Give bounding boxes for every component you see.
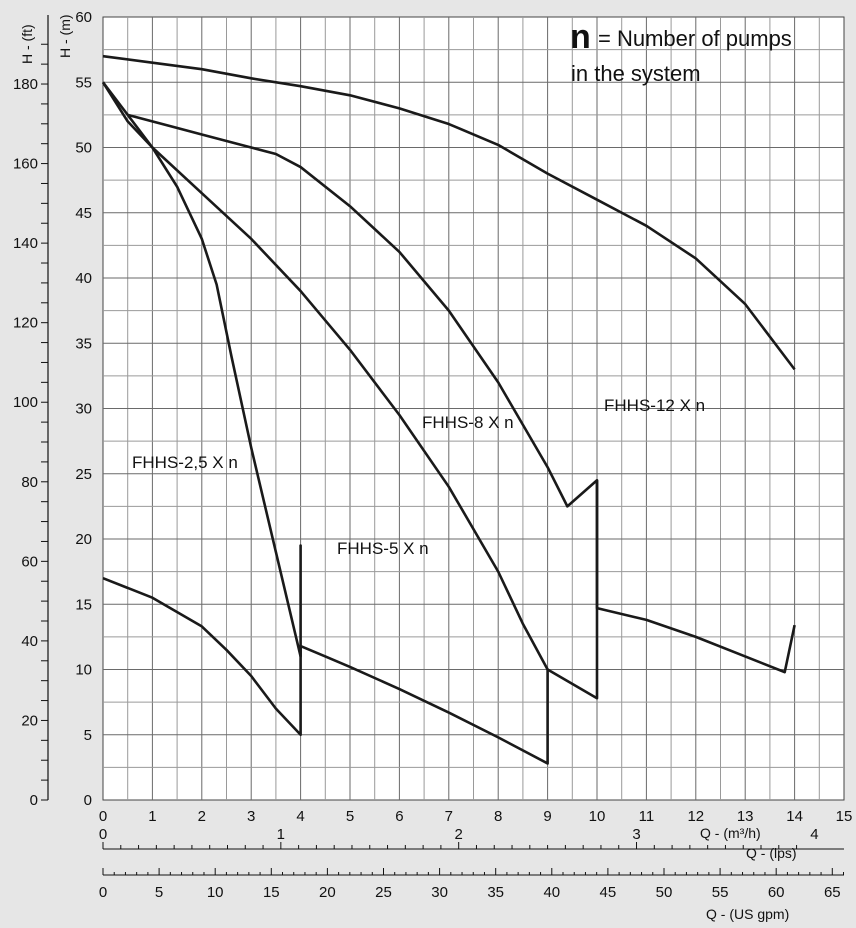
label-fhhs-8: FHHS-8 X n bbox=[422, 413, 514, 432]
y-tick-label-m: 0 bbox=[84, 792, 92, 809]
series-line-4 bbox=[102, 54, 796, 371]
y-tick-label-m: 40 bbox=[75, 270, 92, 287]
x-tick-label-m3h: 10 bbox=[589, 808, 606, 825]
y-tick-label-ft: 40 bbox=[21, 633, 38, 650]
x-axis-title-lps: Q - (lps) bbox=[746, 845, 797, 861]
x-tick-label-gpm: 65 bbox=[824, 884, 841, 901]
x-tick-label-gpm: 10 bbox=[207, 884, 224, 901]
x-tick-label-gpm: 5 bbox=[155, 884, 163, 901]
pump-curves bbox=[101, 54, 796, 765]
x-tick-label-m3h: 4 bbox=[296, 808, 304, 825]
note-line-2: in the system bbox=[571, 61, 701, 86]
x-tick-label-gpm: 55 bbox=[712, 884, 729, 901]
x-tick-label-m3h: 12 bbox=[687, 808, 704, 825]
x-tick-label-m3h: 9 bbox=[543, 808, 551, 825]
y-tick-label-ft: 0 bbox=[30, 792, 38, 809]
x-tick-label-lps: 0 bbox=[99, 826, 107, 843]
y-tick-label-m: 20 bbox=[75, 531, 92, 548]
x-tick-label-lps: 2 bbox=[455, 826, 463, 843]
x-tick-label-lps: 3 bbox=[632, 826, 640, 843]
series-line-3 bbox=[127, 113, 796, 674]
note-line-1: = Number of pumps bbox=[598, 26, 792, 51]
x-tick-label-m3h: 1 bbox=[148, 808, 156, 825]
axes: 0510152025303540455055600204060801001201… bbox=[13, 9, 852, 901]
x-tick-label-m3h: 3 bbox=[247, 808, 255, 825]
y-tick-label-ft: 180 bbox=[13, 76, 38, 93]
x-tick-label-m3h: 13 bbox=[737, 808, 754, 825]
x-tick-label-gpm: 50 bbox=[656, 884, 673, 901]
series-line-2 bbox=[101, 81, 599, 700]
y-tick-label-m: 35 bbox=[75, 335, 92, 352]
y-tick-label-ft: 80 bbox=[21, 474, 38, 491]
x-tick-label-m3h: 6 bbox=[395, 808, 403, 825]
x-tick-label-m3h: 8 bbox=[494, 808, 502, 825]
y-tick-label-ft: 160 bbox=[13, 156, 38, 173]
x-tick-label-lps: 1 bbox=[277, 826, 285, 843]
label-fhhs-2-5: FHHS-2,5 X n bbox=[132, 453, 238, 472]
x-tick-label-m3h: 2 bbox=[198, 808, 206, 825]
x-tick-label-m3h: 0 bbox=[99, 808, 107, 825]
y-tick-label-ft: 20 bbox=[21, 712, 38, 729]
x-tick-label-gpm: 60 bbox=[768, 884, 785, 901]
x-tick-label-gpm: 15 bbox=[263, 884, 280, 901]
series-drop-line-1 bbox=[102, 576, 302, 737]
label-fhhs-12: FHHS-12 X n bbox=[604, 396, 705, 415]
grid bbox=[103, 17, 844, 800]
x-tick-label-gpm: 35 bbox=[487, 884, 504, 901]
x-tick-label-gpm: 45 bbox=[600, 884, 617, 901]
x-tick-label-gpm: 0 bbox=[99, 884, 107, 901]
x-tick-label-lps: 4 bbox=[810, 826, 818, 843]
y-tick-label-m: 5 bbox=[84, 727, 92, 744]
x-tick-label-gpm: 30 bbox=[431, 884, 448, 901]
x-axis-title-usgpm: Q - (US gpm) bbox=[706, 906, 789, 922]
x-tick-label-gpm: 25 bbox=[375, 884, 392, 901]
x-axis-title-m3h: Q - (m³/h) bbox=[700, 825, 761, 841]
y-tick-label-m: 10 bbox=[75, 662, 92, 679]
y-tick-label-m: 45 bbox=[75, 205, 92, 222]
label-fhhs-5: FHHS-5 X n bbox=[337, 539, 429, 558]
y-tick-label-ft: 140 bbox=[13, 235, 38, 252]
x-tick-label-m3h: 15 bbox=[836, 808, 853, 825]
y-tick-label-ft: 100 bbox=[13, 394, 38, 411]
note-n-symbol: n bbox=[570, 18, 591, 56]
y-tick-label-m: 60 bbox=[75, 9, 92, 26]
y-axis-title-ft: H - (ft) bbox=[19, 24, 35, 64]
y-tick-label-m: 15 bbox=[75, 596, 92, 613]
x-tick-label-m3h: 11 bbox=[639, 808, 655, 825]
y-axis-title-m: H - (m) bbox=[57, 14, 73, 58]
x-tick-label-m3h: 7 bbox=[445, 808, 453, 825]
series-line-1 bbox=[101, 81, 549, 765]
y-tick-label-m: 50 bbox=[75, 140, 92, 157]
y-tick-label-m: 25 bbox=[75, 466, 92, 483]
x-tick-label-m3h: 5 bbox=[346, 808, 354, 825]
x-tick-label-m3h: 14 bbox=[786, 808, 803, 825]
y-tick-label-m: 55 bbox=[75, 74, 92, 91]
x-tick-label-gpm: 40 bbox=[543, 884, 560, 901]
y-tick-label-ft: 120 bbox=[13, 315, 38, 332]
y-tick-label-m: 30 bbox=[75, 401, 92, 418]
x-tick-label-gpm: 20 bbox=[319, 884, 336, 901]
y-tick-label-ft: 60 bbox=[21, 553, 38, 570]
